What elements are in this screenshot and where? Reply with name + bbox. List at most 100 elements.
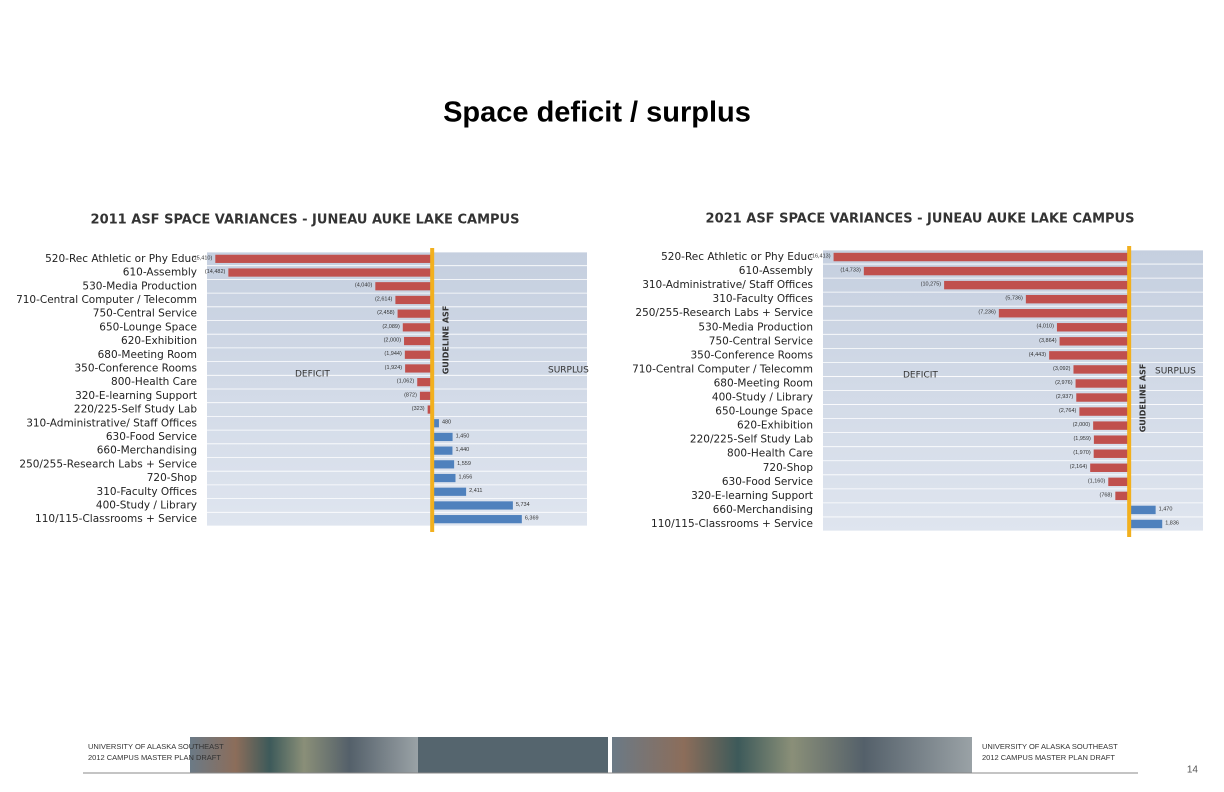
deficit-label: DEFICIT <box>903 371 938 381</box>
bar <box>228 268 433 277</box>
bar <box>1129 505 1156 515</box>
value-label: (323) <box>412 406 425 412</box>
category-label: 680-Meeting Room <box>714 377 813 389</box>
bar <box>1073 365 1130 374</box>
value-label: (14,733) <box>840 268 861 274</box>
value-label: (2,764) <box>1059 408 1077 414</box>
value-label: (768) <box>1099 492 1112 498</box>
surplus-label: SURPLUS <box>548 366 589 376</box>
bar <box>1090 463 1130 472</box>
surplus-label: SURPLUS <box>1155 367 1196 377</box>
footer-art <box>418 737 608 773</box>
value-label: (2,089) <box>382 324 400 330</box>
bar <box>1093 449 1130 458</box>
category-label: 350-Conference Rooms <box>690 349 813 361</box>
value-label: 1,450 <box>456 433 470 439</box>
category-label: 750-Central Service <box>93 308 197 320</box>
bar <box>215 254 433 263</box>
bar <box>1079 407 1130 416</box>
bar <box>432 432 453 442</box>
guideline-label: GUIDELINE ASF <box>442 306 451 375</box>
bar <box>427 405 433 414</box>
footer-text: 2012 CAMPUS MASTER PLAN DRAFT <box>88 753 221 762</box>
category-label: 400-Study / Library <box>712 392 813 404</box>
value-label: 1,559 <box>457 461 471 467</box>
value-label: (2,614) <box>375 296 393 302</box>
value-label: (2,164) <box>1070 464 1088 470</box>
category-label: 720-Shop <box>763 462 814 474</box>
category-label: 620-Exhibition <box>121 335 197 347</box>
value-label: (14,482) <box>205 269 226 275</box>
category-label: 400-Study / Library <box>96 499 197 511</box>
value-label: 480 <box>442 420 451 426</box>
bar <box>863 266 1130 276</box>
bar <box>432 460 455 469</box>
bar <box>397 309 433 318</box>
bar <box>405 364 433 373</box>
bar <box>944 280 1130 290</box>
value-label: (7,236) <box>978 310 996 316</box>
category-label: 710-Central Computer / Telecomm <box>632 363 813 375</box>
value-label: (4,443) <box>1029 352 1047 358</box>
value-label: (5,736) <box>1005 296 1023 302</box>
chart-title: 2021 ASF SPACE VARIANCES - JUNEAU AUKE L… <box>706 212 1135 227</box>
category-label: 750-Central Service <box>709 335 813 347</box>
footer-text: UNIVERSITY OF ALASKA SOUTHEAST <box>982 742 1118 751</box>
bar <box>432 515 522 524</box>
bar <box>1108 477 1130 487</box>
value-label: (2,976) <box>1055 380 1073 386</box>
category-label: 620-Exhibition <box>737 420 813 432</box>
category-label: 220/225-Self Study Lab <box>690 434 813 446</box>
value-label: 1,440 <box>455 447 469 453</box>
value-label: (15,410) <box>192 255 213 261</box>
bar <box>1059 337 1130 346</box>
category-label: 630-Food Service <box>106 431 197 443</box>
value-label: (10,275) <box>921 282 942 288</box>
value-label: 6,369 <box>525 516 539 522</box>
category-label: 660-Merchandising <box>713 504 813 516</box>
category-label: 800-Health Care <box>727 448 813 460</box>
value-label: (1,924) <box>385 365 403 371</box>
category-label: 710-Central Computer / Telecomm <box>16 294 197 306</box>
value-label: (2,458) <box>377 310 395 316</box>
category-label: 520-Rec Athletic or Phy Educ <box>45 253 197 265</box>
category-label: 110/115-Classrooms + Service <box>35 513 197 525</box>
value-label: (3,864) <box>1039 338 1057 344</box>
category-label: 310-Faculty Offices <box>97 486 197 498</box>
value-label: (2,000) <box>1073 422 1091 428</box>
category-label: 610-Assembly <box>739 265 813 277</box>
category-label: 610-Assembly <box>123 267 197 279</box>
bar <box>419 391 433 400</box>
footer-text: UNIVERSITY OF ALASKA SOUTHEAST <box>88 742 224 751</box>
value-label: 1,470 <box>1159 506 1173 512</box>
value-label: (2,000) <box>384 338 402 344</box>
footer-text: 2012 CAMPUS MASTER PLAN DRAFT <box>982 753 1115 762</box>
footer-art <box>612 737 972 773</box>
category-label: 520-Rec Athletic or Phy Educ <box>661 251 813 263</box>
value-label: 1,656 <box>458 475 472 481</box>
category-label: 800-Health Care <box>111 376 197 388</box>
category-label: 530-Media Production <box>82 280 197 292</box>
guideline-label: GUIDELINE ASF <box>1139 364 1148 433</box>
category-label: 220/225-Self Study Lab <box>74 404 197 416</box>
bar <box>432 487 467 496</box>
bar <box>432 501 513 510</box>
bar <box>1129 519 1163 529</box>
chart-title: 2011 ASF SPACE VARIANCES - JUNEAU AUKE L… <box>91 213 520 228</box>
category-label: 310-Faculty Offices <box>713 293 813 305</box>
category-label: 250/255-Research Labs + Service <box>19 458 197 470</box>
value-label: (16,413) <box>810 253 831 259</box>
bar <box>432 446 453 455</box>
category-label: 630-Food Service <box>722 476 813 488</box>
value-label: 2,411 <box>469 488 482 494</box>
value-label: (3,092) <box>1053 366 1071 372</box>
category-label: 320-E-learning Support <box>691 490 813 502</box>
bar <box>395 295 433 305</box>
bar <box>432 473 456 483</box>
bar <box>1075 379 1130 388</box>
slide-title: Space deficit / surplus <box>443 97 751 129</box>
category-label: 720-Shop <box>147 472 198 484</box>
bar <box>1049 351 1130 360</box>
category-label: 310-Administrative/ Staff Offices <box>642 279 813 291</box>
